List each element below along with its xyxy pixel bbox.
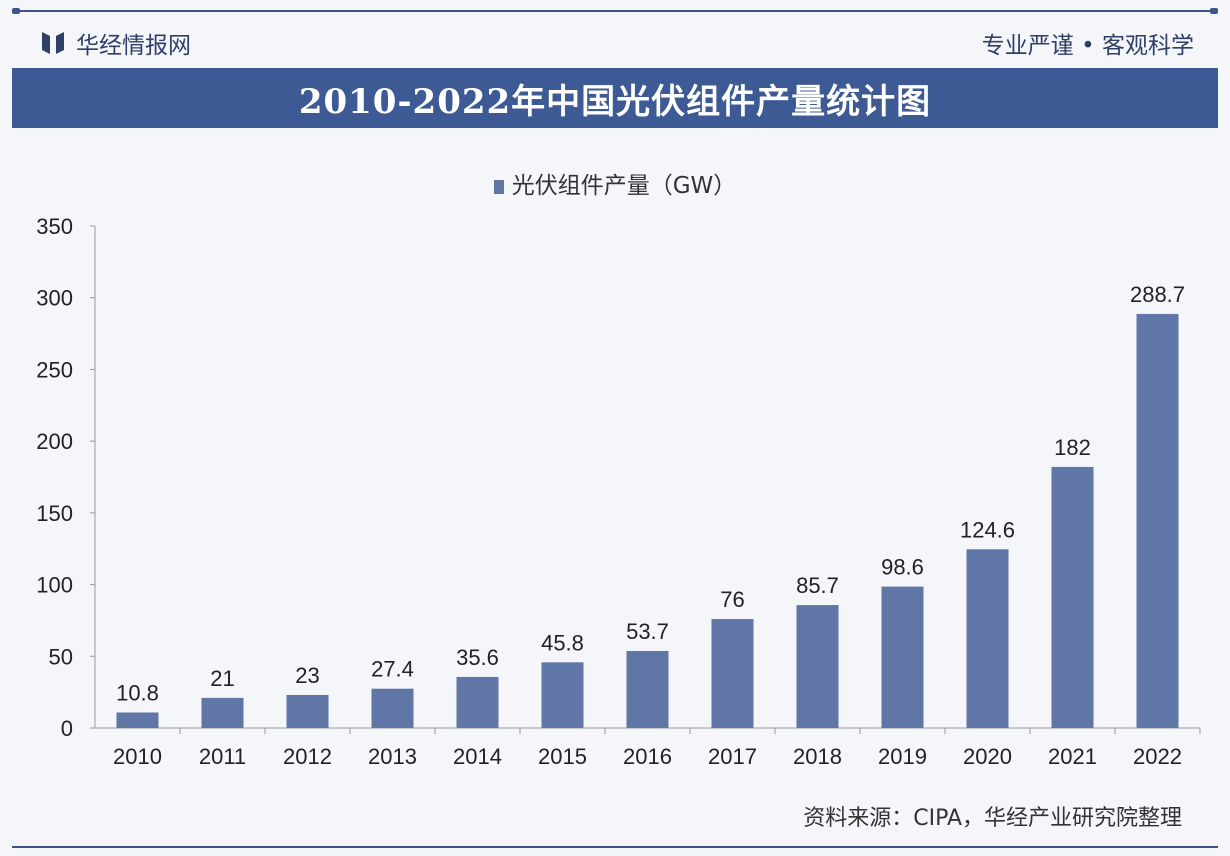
title-banner: 2010-2022年中国光伏组件产量统计图 xyxy=(12,68,1218,128)
bar-2014 xyxy=(456,676,499,728)
bar-2021 xyxy=(1051,466,1094,728)
x-tick-label: 2019 xyxy=(878,744,927,769)
x-tick-label: 2022 xyxy=(1133,744,1182,769)
data-label: 76 xyxy=(720,587,744,612)
top-rule xyxy=(12,8,1218,14)
data-label: 53.7 xyxy=(626,619,669,644)
x-tick-label: 2021 xyxy=(1048,744,1097,769)
legend-label: 光伏组件产量（GW） xyxy=(511,173,737,199)
bar-2018 xyxy=(796,605,839,728)
book-logo-icon xyxy=(42,32,64,54)
data-label: 98.6 xyxy=(881,555,924,580)
x-tick-label: 2015 xyxy=(538,744,587,769)
y-tick-label: 250 xyxy=(36,357,73,382)
y-tick-label: 300 xyxy=(36,286,73,311)
data-label: 288.7 xyxy=(1130,282,1185,307)
x-tick-label: 2018 xyxy=(793,744,842,769)
bar-2016 xyxy=(626,650,669,728)
data-label: 21 xyxy=(210,666,234,691)
x-tick-label: 2013 xyxy=(368,744,417,769)
brand-name: 华经情报网 xyxy=(76,33,191,59)
data-label: 27.4 xyxy=(371,657,414,682)
bar-2022 xyxy=(1136,313,1179,728)
bar-2011 xyxy=(201,697,244,728)
y-tick-label: 0 xyxy=(61,716,73,741)
bar-2019 xyxy=(881,586,924,728)
brand: 华经情报网 xyxy=(40,26,191,60)
x-tick-label: 2016 xyxy=(623,744,672,769)
bar-2012 xyxy=(286,695,329,728)
data-label: 23 xyxy=(295,663,319,688)
bar-2013 xyxy=(371,688,414,728)
bar-2015 xyxy=(541,662,584,728)
bottom-rule xyxy=(12,846,1218,848)
y-tick-label: 200 xyxy=(36,429,73,454)
data-label: 10.8 xyxy=(116,681,159,706)
x-tick-label: 2012 xyxy=(283,744,332,769)
y-tick-label: 100 xyxy=(36,573,73,598)
data-label: 124.6 xyxy=(960,517,1015,542)
y-tick-label: 50 xyxy=(49,644,73,669)
chart-title: 2010-2022年中国光伏组件产量统计图 xyxy=(298,81,932,122)
bar-2010 xyxy=(116,712,159,728)
bar-2020 xyxy=(966,549,1009,728)
x-tick-label: 2010 xyxy=(113,744,162,769)
source-note: 资料来源：CIPA，华经产业研究院整理 xyxy=(803,806,1182,831)
data-label: 85.7 xyxy=(796,573,839,598)
legend-swatch xyxy=(493,179,504,194)
bar-chart: 0 50 100 150 200 250 300 350 10.8 2010 21 2011 23 201… xyxy=(36,214,1201,769)
y-tick-label: 150 xyxy=(36,501,73,526)
data-label: 45.8 xyxy=(541,630,584,655)
x-tick-label: 2011 xyxy=(199,744,246,769)
x-tick-label: 2017 xyxy=(708,744,757,769)
data-label: 182 xyxy=(1054,435,1091,460)
x-tick-label: 2014 xyxy=(453,744,502,769)
bar-2017 xyxy=(711,618,754,728)
x-tick-label: 2020 xyxy=(963,744,1012,769)
slogan: 专业严谨 • 客观科学 xyxy=(981,33,1194,59)
legend: 光伏组件产量（GW） xyxy=(0,166,1230,200)
y-tick-label: 350 xyxy=(36,214,73,239)
data-label: 35.6 xyxy=(456,645,499,670)
